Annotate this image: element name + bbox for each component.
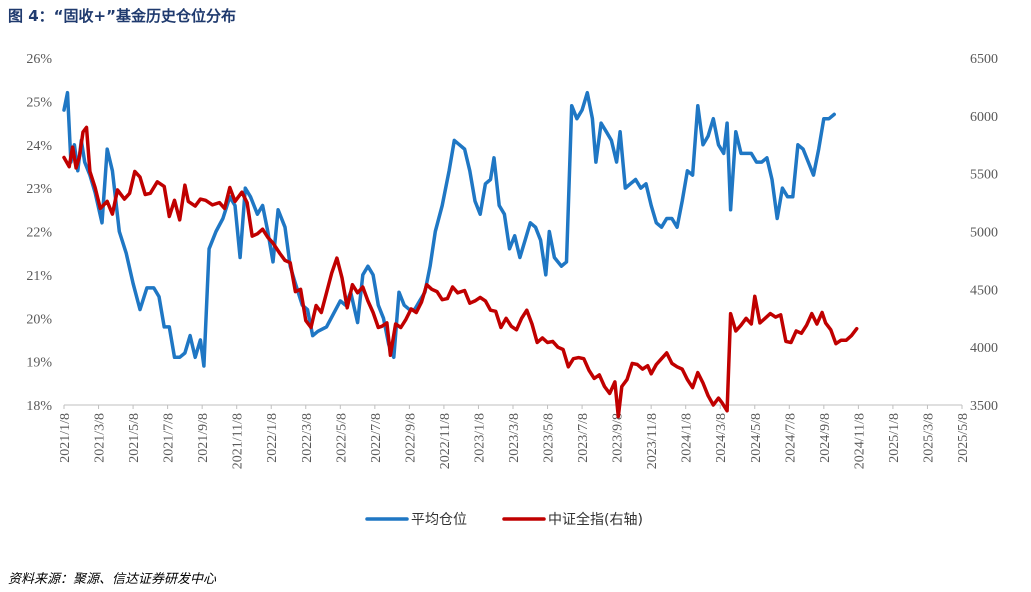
x-tick-label: 2025/1/8 <box>887 413 902 463</box>
left-tick-label: 21% <box>26 269 52 284</box>
right-tick-label: 6000 <box>970 110 998 125</box>
right-tick-label: 6500 <box>970 52 998 67</box>
x-tick-label: 2024/1/8 <box>680 413 695 463</box>
x-tick-label: 2022/7/8 <box>369 413 384 463</box>
left-tick-label: 22% <box>26 226 52 241</box>
x-tick-label: 2021/7/8 <box>162 413 177 463</box>
x-tick-label: 2024/5/8 <box>749 413 764 463</box>
right-axis-ticks: 3500 4000 4500 5000 5500 6000 6500 <box>970 52 998 414</box>
x-tick-label: 2023/11/8 <box>645 413 660 469</box>
x-tick-label: 2023/1/8 <box>472 413 487 463</box>
x-tick-label: 2022/9/8 <box>403 413 418 463</box>
x-tick-label: 2023/9/8 <box>611 413 626 463</box>
x-tick-label: 2022/1/8 <box>265 413 280 463</box>
right-tick-label: 3500 <box>970 399 998 414</box>
line-chart: 18% 19% 20% 21% 22% 23% 24% 25% 26% 3500 4000 4500… <box>26 52 998 528</box>
right-tick-label: 4000 <box>970 341 998 356</box>
left-tick-label: 26% <box>26 52 52 67</box>
x-tick-label: 2021/11/8 <box>231 413 246 469</box>
series-line-avg-position <box>62 90 836 368</box>
figure-title: 图 4：“固收+”基金历史仓位分布 <box>8 7 236 25</box>
legend-label: 中证全指(右轴) <box>548 511 643 528</box>
left-tick-label: 25% <box>26 95 52 110</box>
x-tick-label: 2024/9/8 <box>818 413 833 463</box>
series-line-csi-all-share <box>62 125 859 419</box>
left-tick-label: 24% <box>26 139 52 154</box>
right-tick-label: 5000 <box>970 226 998 241</box>
source-note: 资料来源：聚源、信达证券研发中心 <box>8 572 217 587</box>
x-tick-label: 2022/11/8 <box>438 413 453 469</box>
x-tick-label: 2023/7/8 <box>576 413 591 463</box>
left-tick-label: 23% <box>26 182 52 197</box>
x-tick-label: 2022/5/8 <box>334 413 349 463</box>
x-tick-label: 2024/7/8 <box>783 413 798 463</box>
left-tick-label: 19% <box>26 356 52 371</box>
right-tick-label: 5500 <box>970 168 998 183</box>
legend-label: 平均仓位 <box>411 512 467 528</box>
x-tick-label: 2021/3/8 <box>93 413 108 463</box>
x-tick-label: 2022/3/8 <box>300 413 315 463</box>
left-tick-label: 20% <box>26 312 52 327</box>
legend: 平均仓位 中证全指(右轴) <box>365 511 643 528</box>
series-layer <box>62 90 859 419</box>
left-axis-ticks: 18% 19% 20% 21% 22% 23% 24% 25% 26% <box>26 52 52 414</box>
x-tick-label: 2024/11/8 <box>852 413 867 469</box>
left-tick-label: 18% <box>26 399 52 414</box>
right-tick-label: 4500 <box>970 283 998 298</box>
x-tick-label: 2021/9/8 <box>196 413 211 463</box>
x-tick-label: 2021/5/8 <box>127 413 142 463</box>
x-tick-label: 2023/3/8 <box>507 413 522 463</box>
x-tick-label: 2025/3/8 <box>921 413 936 463</box>
x-tick-label: 2025/5/8 <box>956 413 971 463</box>
x-tick-label: 2024/3/8 <box>714 413 729 463</box>
x-axis-ticks: 2021/1/8 2021/3/8 2021/5/8 2021/7/8 2021/9/8… <box>58 405 971 469</box>
x-tick-label: 2023/5/8 <box>542 413 557 463</box>
x-tick-label: 2021/1/8 <box>58 413 73 463</box>
